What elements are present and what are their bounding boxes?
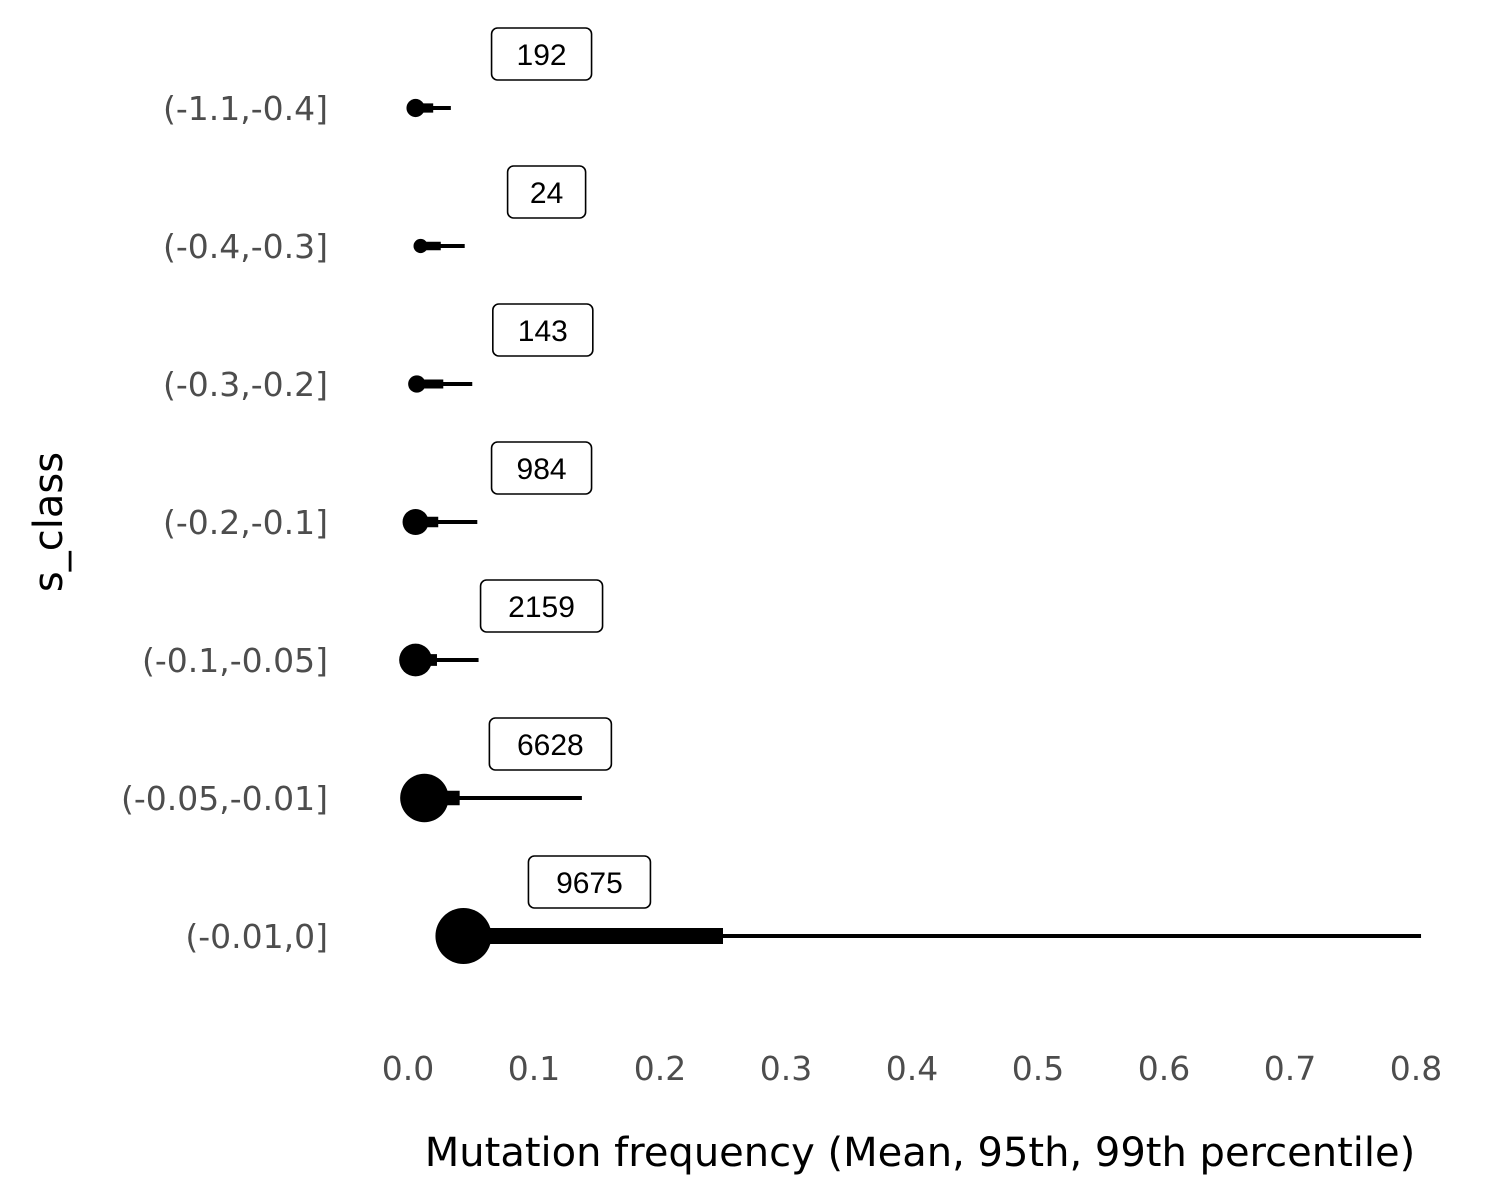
x-axis-title: Mutation frequency (Mean, 95th, 99th per… (425, 1130, 1415, 1176)
marks-layer (399, 98, 1422, 964)
x-tick-label: 0.6 (1138, 1049, 1190, 1088)
count-label: 984 (517, 453, 567, 486)
count-label-box (492, 303, 594, 357)
count-label: 6628 (517, 729, 584, 762)
count-label: 143 (518, 315, 568, 348)
y-tick-label: (-0.4,-0.3] (163, 227, 328, 266)
count-label-box (488, 717, 613, 771)
x-tick-label: 0.2 (634, 1049, 686, 1088)
x-tick-label: 0.7 (1264, 1049, 1316, 1088)
x-tick-label: 0.4 (886, 1049, 938, 1088)
count-label-box (479, 579, 604, 633)
count-label: 2159 (508, 591, 575, 624)
y-tick-label: (-0.2,-0.1] (163, 503, 328, 542)
mean-point (402, 508, 429, 536)
count-label: 192 (517, 39, 567, 72)
mean-point (400, 773, 449, 823)
mean-point (435, 908, 492, 964)
y-tick-label: (-0.3,-0.2] (163, 365, 328, 404)
y-tick-label: (-0.05,-0.01] (121, 779, 328, 818)
y-axis-title: s_class (26, 452, 72, 592)
x-tick-label: 0.1 (508, 1049, 560, 1088)
y-tick-label: (-0.01,0] (185, 917, 328, 956)
y-tick-label: (-1.1,-0.4] (163, 89, 328, 128)
count-label: 9675 (556, 867, 623, 900)
count-label-box (490, 441, 593, 495)
mean-point (413, 238, 428, 254)
count-label-box (506, 165, 587, 219)
count-label-box (490, 27, 593, 81)
count-labels-layer: 192 24 143 984 2159 6628 9675 (479, 27, 652, 909)
count-label: 24 (530, 177, 563, 210)
mean-point (406, 98, 425, 118)
x-tick-label: 0.5 (1012, 1049, 1064, 1088)
x-tick-label: 0.0 (382, 1049, 434, 1088)
mean-point (408, 375, 426, 393)
x-tick-label: 0.8 (1390, 1049, 1442, 1088)
x-tick-label: 0.3 (760, 1049, 812, 1088)
y-axis-tick-labels: (-1.1,-0.4] (-0.4,-0.3] (-0.3,-0.2] (-0.2,-… (121, 89, 328, 956)
count-label-box (527, 855, 652, 909)
y-tick-label: (-0.1,-0.05] (142, 641, 328, 680)
mean-point (399, 643, 432, 677)
x-axis-tick-labels: 0.0 0.1 0.2 0.3 0.4 0.5 0.6 0.7 0.8 (382, 1049, 1442, 1088)
